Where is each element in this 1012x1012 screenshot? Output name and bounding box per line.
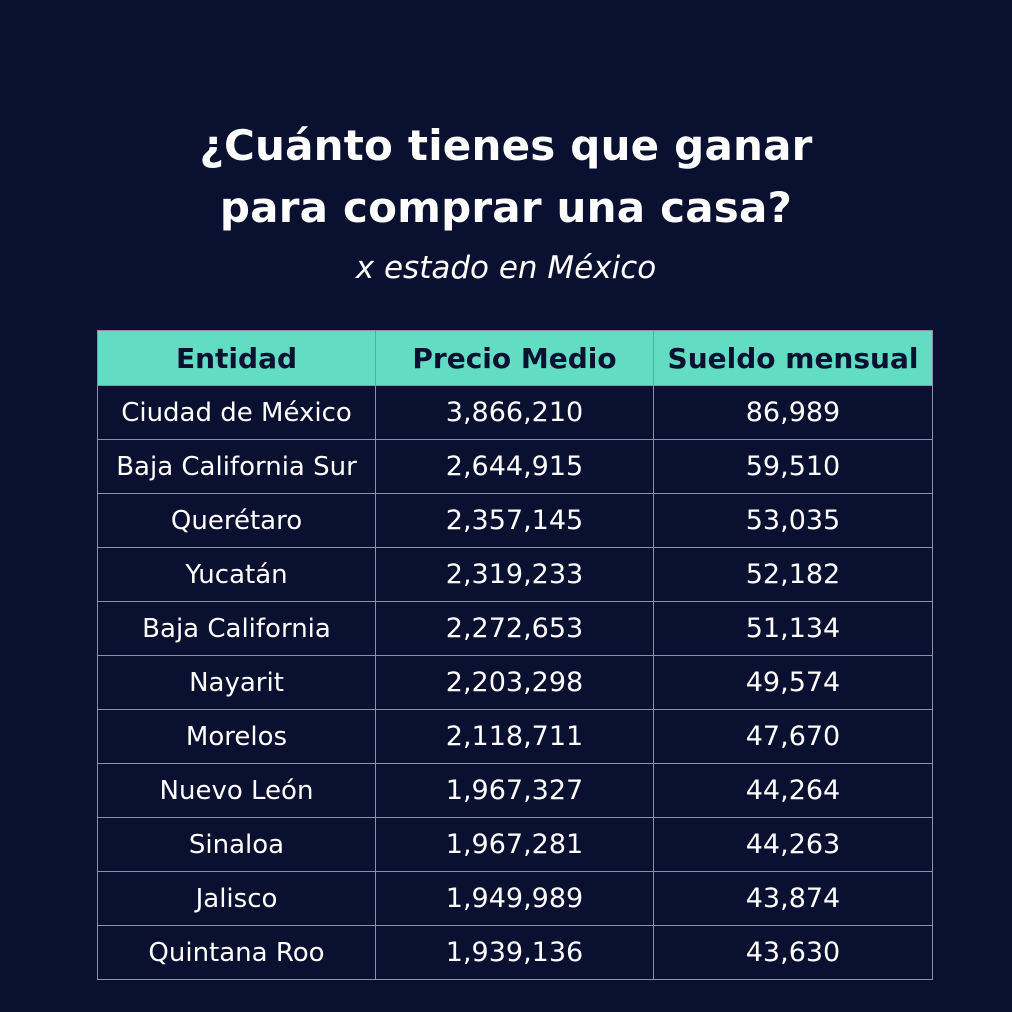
table-row: Jalisco 1,949,989 43,874 — [97, 871, 933, 926]
cell-sueldo-mensual: 43,874 — [653, 871, 933, 926]
cell-precio-medio: 3,866,210 — [375, 385, 654, 440]
table-row: Ciudad de México 3,866,210 86,989 — [97, 385, 933, 440]
cell-sueldo-mensual: 51,134 — [653, 601, 933, 656]
cell-entidad: Baja California — [97, 601, 376, 656]
column-header-entidad: Entidad — [97, 330, 376, 386]
cell-sueldo-mensual: 52,182 — [653, 547, 933, 602]
table-row: Baja California 2,272,653 51,134 — [97, 601, 933, 656]
column-header-sueldo-mensual: Sueldo mensual — [653, 330, 933, 386]
table-row: Nuevo León 1,967,327 44,264 — [97, 763, 933, 818]
cell-sueldo-mensual: 44,264 — [653, 763, 933, 818]
cell-entidad: Morelos — [97, 709, 376, 764]
table-body: Ciudad de México 3,866,210 86,989 Baja Cali… — [97, 385, 933, 980]
cell-precio-medio: 2,118,711 — [375, 709, 654, 764]
column-header-precio-medio: Precio Medio — [375, 330, 654, 386]
cell-entidad: Querétaro — [97, 493, 376, 548]
table-header-row: Entidad Precio Medio Sueldo mensual — [97, 330, 933, 386]
cell-precio-medio: 1,967,281 — [375, 817, 654, 872]
housing-price-table: Entidad Precio Medio Sueldo mensual Ciud… — [97, 330, 933, 980]
cell-entidad: Jalisco — [97, 871, 376, 926]
page-subtitle: x estado en México — [355, 250, 657, 286]
cell-entidad: Nayarit — [97, 655, 376, 710]
cell-precio-medio: 2,357,145 — [375, 493, 654, 548]
cell-sueldo-mensual: 86,989 — [653, 385, 933, 440]
cell-precio-medio: 2,644,915 — [375, 439, 654, 494]
table-row: Quintana Roo 1,939,136 43,630 — [97, 925, 933, 980]
cell-precio-medio: 1,939,136 — [375, 925, 654, 980]
cell-entidad: Yucatán — [97, 547, 376, 602]
cell-precio-medio: 1,967,327 — [375, 763, 654, 818]
cell-precio-medio: 2,203,298 — [375, 655, 654, 710]
cell-entidad: Baja California Sur — [97, 439, 376, 494]
cell-precio-medio: 2,319,233 — [375, 547, 654, 602]
table-row: Baja California Sur 2,644,915 59,510 — [97, 439, 933, 494]
cell-sueldo-mensual: 49,574 — [653, 655, 933, 710]
cell-sueldo-mensual: 59,510 — [653, 439, 933, 494]
cell-sueldo-mensual: 53,035 — [653, 493, 933, 548]
cell-entidad: Quintana Roo — [97, 925, 376, 980]
cell-sueldo-mensual: 47,670 — [653, 709, 933, 764]
table-row: Querétaro 2,357,145 53,035 — [97, 493, 933, 548]
cell-entidad: Sinaloa — [97, 817, 376, 872]
cell-entidad: Nuevo León — [97, 763, 376, 818]
table-row: Morelos 2,118,711 47,670 — [97, 709, 933, 764]
cell-precio-medio: 1,949,989 — [375, 871, 654, 926]
table-row: Nayarit 2,203,298 49,574 — [97, 655, 933, 710]
table-row: Sinaloa 1,967,281 44,263 — [97, 817, 933, 872]
title-line-2: para comprar una casa? — [219, 183, 793, 232]
cell-sueldo-mensual: 44,263 — [653, 817, 933, 872]
title-line-1: ¿Cuánto tienes que ganar — [199, 121, 813, 170]
cell-precio-medio: 2,272,653 — [375, 601, 654, 656]
page-title: ¿Cuánto tienes que ganar para comprar un… — [0, 115, 1012, 239]
table-row: Yucatán 2,319,233 52,182 — [97, 547, 933, 602]
cell-sueldo-mensual: 43,630 — [653, 925, 933, 980]
cell-entidad: Ciudad de México — [97, 385, 376, 440]
